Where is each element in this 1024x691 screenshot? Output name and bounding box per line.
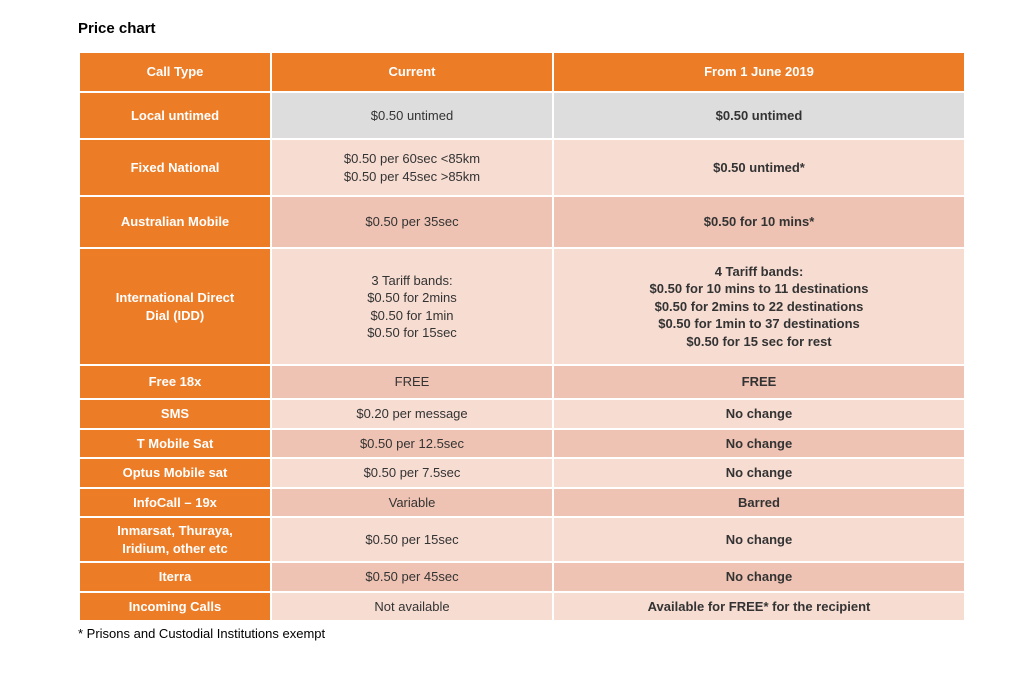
row-label: T Mobile Sat (80, 430, 270, 458)
table-row: Iterra$0.50 per 45secNo change (80, 563, 964, 591)
row-future: No change (554, 518, 964, 561)
table-row: InfoCall – 19xVariableBarred (80, 489, 964, 517)
row-current: $0.50 per 12.5sec (272, 430, 552, 458)
row-future: $0.50 untimed (554, 93, 964, 139)
row-label: Inmarsat, Thuraya, Iridium, other etc (80, 518, 270, 561)
row-label: SMS (80, 400, 270, 428)
header-future: From 1 June 2019 (554, 53, 964, 91)
row-future: $0.50 for 10 mins* (554, 197, 964, 247)
table-row: International Direct Dial (IDD)3 Tariff … (80, 249, 964, 365)
row-label: Australian Mobile (80, 197, 270, 247)
table-row: Incoming CallsNot availableAvailable for… (80, 593, 964, 621)
row-current: $0.20 per message (272, 400, 552, 428)
row-future: 4 Tariff bands: $0.50 for 10 mins to 11 … (554, 249, 964, 365)
row-current: 3 Tariff bands: $0.50 for 2mins $0.50 fo… (272, 249, 552, 365)
header-call-type: Call Type (80, 53, 270, 91)
table-row: SMS$0.20 per messageNo change (80, 400, 964, 428)
row-future: $0.50 untimed* (554, 140, 964, 195)
table-row: Fixed National$0.50 per 60sec <85km $0.5… (80, 140, 964, 195)
table-row: T Mobile Sat$0.50 per 12.5secNo change (80, 430, 964, 458)
row-current: Not available (272, 593, 552, 621)
row-future: Barred (554, 489, 964, 517)
row-current: $0.50 per 35sec (272, 197, 552, 247)
row-future: No change (554, 459, 964, 487)
row-future: No change (554, 563, 964, 591)
row-future: No change (554, 400, 964, 428)
row-label: Optus Mobile sat (80, 459, 270, 487)
row-current: $0.50 untimed (272, 93, 552, 139)
row-current: $0.50 per 45sec (272, 563, 552, 591)
footnote: * Prisons and Custodial Institutions exe… (78, 626, 984, 641)
row-future: FREE (554, 366, 964, 398)
row-future: Available for FREE* for the recipient (554, 593, 964, 621)
row-current: $0.50 per 15sec (272, 518, 552, 561)
row-current: FREE (272, 366, 552, 398)
row-label: InfoCall – 19x (80, 489, 270, 517)
page-title: Price chart (78, 20, 984, 37)
row-label: Iterra (80, 563, 270, 591)
table-row: Australian Mobile$0.50 per 35sec$0.50 fo… (80, 197, 964, 247)
table-row: Free 18xFREEFREE (80, 366, 964, 398)
row-label: Incoming Calls (80, 593, 270, 621)
table-row: Optus Mobile sat$0.50 per 7.5secNo chang… (80, 459, 964, 487)
table-header-row: Call Type Current From 1 June 2019 (80, 53, 964, 91)
row-future: No change (554, 430, 964, 458)
price-table: Call Type Current From 1 June 2019 Local… (78, 51, 966, 622)
row-label: International Direct Dial (IDD) (80, 249, 270, 365)
table-row: Local untimed$0.50 untimed$0.50 untimed (80, 93, 964, 139)
row-current: $0.50 per 7.5sec (272, 459, 552, 487)
row-current: $0.50 per 60sec <85km $0.50 per 45sec >8… (272, 140, 552, 195)
row-label: Fixed National (80, 140, 270, 195)
header-current: Current (272, 53, 552, 91)
row-label: Local untimed (80, 93, 270, 139)
row-current: Variable (272, 489, 552, 517)
row-label: Free 18x (80, 366, 270, 398)
table-row: Inmarsat, Thuraya, Iridium, other etc$0.… (80, 518, 964, 561)
